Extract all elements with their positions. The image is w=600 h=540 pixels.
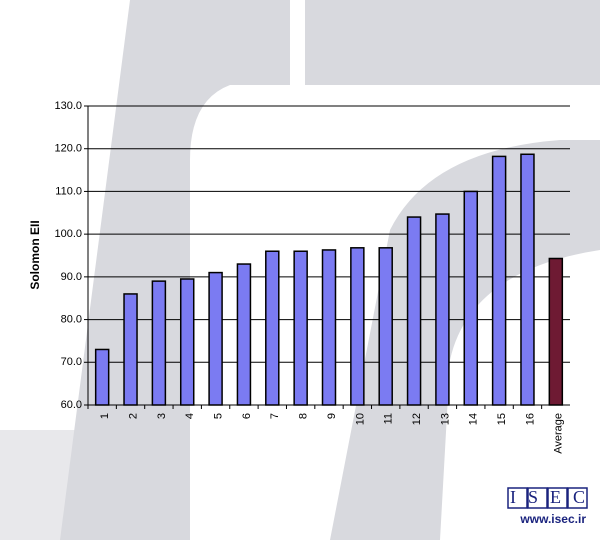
x-tick-label: 14 xyxy=(468,413,480,425)
y-tick-label: 110.0 xyxy=(55,185,82,197)
y-tick-label: 130.0 xyxy=(54,100,82,112)
bar xyxy=(265,250,280,406)
y-tick-label: 60.0 xyxy=(61,399,82,411)
bar xyxy=(293,250,308,406)
x-tick-label: 16 xyxy=(524,413,536,425)
logo-url: www.isec.ir xyxy=(519,512,586,526)
y-tick-label: 120.0 xyxy=(54,143,82,155)
x-tick-label: 13 xyxy=(439,413,451,425)
y-tick-label: 100.0 xyxy=(54,228,82,240)
y-tick-label: 90.0 xyxy=(61,271,82,283)
x-tick-label: 15 xyxy=(496,413,508,425)
bar xyxy=(236,263,252,406)
x-tick-label: Average xyxy=(553,413,565,454)
bar xyxy=(350,247,365,406)
bar xyxy=(491,155,507,406)
x-tick-label: 8 xyxy=(298,413,310,419)
x-tick-label: 11 xyxy=(383,413,395,424)
bar xyxy=(151,280,167,406)
logo: ISEC www.isec.ir xyxy=(507,487,588,526)
x-tick-label: 9 xyxy=(326,413,338,419)
bar xyxy=(378,247,393,406)
bar xyxy=(406,216,422,406)
x-tick-label: 4 xyxy=(184,413,196,419)
x-tick-label: 10 xyxy=(354,413,366,425)
x-tick-label: 3 xyxy=(156,413,168,419)
bar xyxy=(463,190,479,406)
bar xyxy=(435,213,450,406)
bar xyxy=(548,257,564,406)
y-tick-label: 80.0 xyxy=(61,313,82,325)
x-tick-label: 1 xyxy=(99,413,111,419)
x-tick-label: 6 xyxy=(241,413,253,419)
x-tick-label: 5 xyxy=(212,413,224,419)
bar xyxy=(321,249,337,406)
bar xyxy=(208,271,223,406)
bar xyxy=(94,348,110,406)
y-axis-label: Solomon EII xyxy=(28,220,42,289)
bar xyxy=(179,278,195,406)
bar xyxy=(520,153,535,406)
y-tick-label: 70.0 xyxy=(61,356,82,368)
x-tick-label: 2 xyxy=(127,413,139,419)
bar xyxy=(123,293,138,406)
x-tick-label: 7 xyxy=(269,413,281,419)
x-tick-label: 12 xyxy=(411,413,423,425)
